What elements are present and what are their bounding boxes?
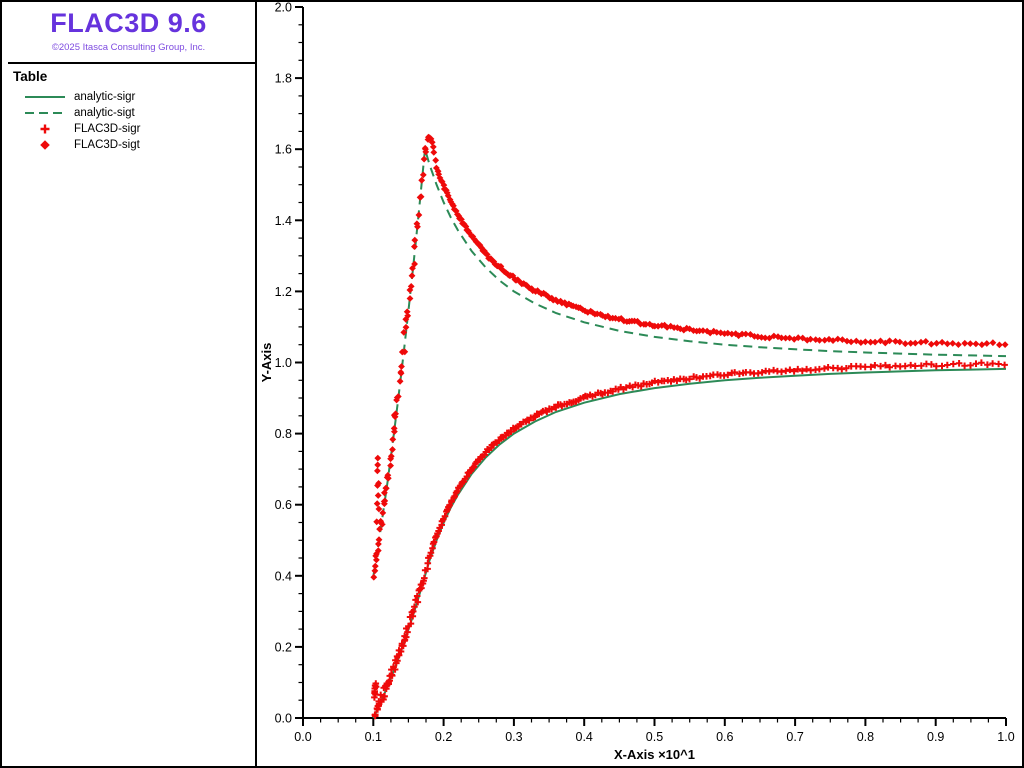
svg-text:1.8: 1.8	[275, 72, 292, 86]
legend-label: analytic-sigr	[74, 90, 136, 103]
plot-area[interactable]: 0.0 0.1 0.2 0.3 0.4 0.5 0.6 0.7 0.8 0.9 1.0 0.0 0.2 0…	[257, 2, 1022, 766]
series-FLAC3D-sigt	[370, 133, 1009, 581]
svg-text:1.2: 1.2	[275, 285, 292, 299]
legend-label: analytic-sigt	[74, 106, 135, 119]
svg-text:0.1: 0.1	[365, 730, 382, 744]
series-analytic-sigt	[372, 148, 1007, 577]
svg-text:1.0: 1.0	[275, 356, 292, 370]
y-axis-title: Y-Axis	[259, 343, 274, 383]
svg-text:0.7: 0.7	[786, 730, 803, 744]
chart-canvas: 0.0 0.1 0.2 0.3 0.4 0.5 0.6 0.7 0.8 0.9 1.0 0.0 0.2 0…	[259, 2, 1015, 762]
svg-text:0.2: 0.2	[275, 640, 292, 654]
line-solid-icon	[24, 92, 66, 102]
legend-table-header: Table	[13, 68, 48, 84]
svg-text:0.4: 0.4	[576, 730, 593, 744]
series-FLAC3D-sigr	[371, 359, 1008, 720]
legend-item-flac3d-sigt: FLAC3D-sigt	[2, 137, 255, 153]
svg-text:0.5: 0.5	[646, 730, 663, 744]
line-dashed-icon	[24, 108, 66, 118]
flac3d-logo: FLAC3D 9.6	[50, 8, 207, 38]
x-axis-title: X-Axis ×10^1	[614, 747, 695, 762]
legend-sidebar: FLAC3D 9.6 ©2025 Itasca Consulting Group…	[2, 2, 257, 766]
legend-label: FLAC3D-sigr	[74, 122, 141, 135]
svg-text:1.0: 1.0	[997, 730, 1014, 744]
svg-text:0.3: 0.3	[505, 730, 522, 744]
copyright-text: ©2025 Itasca Consulting Group, Inc.	[51, 41, 206, 53]
legend-label: FLAC3D-sigt	[74, 138, 140, 151]
logo-block: FLAC3D 9.6 ©2025 Itasca Consulting Group…	[2, 2, 255, 53]
legend-item-analytic-sigr: analytic-sigr	[2, 89, 255, 105]
svg-text:0.6: 0.6	[716, 730, 733, 744]
svg-text:0.0: 0.0	[275, 712, 292, 726]
svg-text:0.0: 0.0	[294, 730, 311, 744]
legend-item-flac3d-sigr: FLAC3D-sigr	[2, 121, 255, 137]
diamond-marker-icon	[24, 139, 66, 151]
axes: 0.0 0.1 0.2 0.3 0.4 0.5 0.6 0.7 0.8 0.9 1.0 0.0 0.2 0…	[259, 2, 1015, 762]
svg-text:1.6: 1.6	[275, 143, 292, 157]
sidebar-divider-rule	[8, 61, 255, 64]
svg-text:0.6: 0.6	[275, 498, 292, 512]
plus-marker-icon	[24, 123, 66, 135]
svg-text:2.0: 2.0	[275, 2, 292, 15]
svg-text:1.4: 1.4	[275, 214, 292, 228]
svg-text:0.2: 0.2	[435, 730, 452, 744]
legend-item-analytic-sigt: analytic-sigt	[2, 105, 255, 121]
svg-text:0.4: 0.4	[275, 569, 292, 583]
svg-text:0.8: 0.8	[275, 427, 292, 441]
series-analytic-sigr	[372, 367, 1007, 719]
svg-text:0.8: 0.8	[857, 730, 874, 744]
svg-text:0.9: 0.9	[927, 730, 944, 744]
